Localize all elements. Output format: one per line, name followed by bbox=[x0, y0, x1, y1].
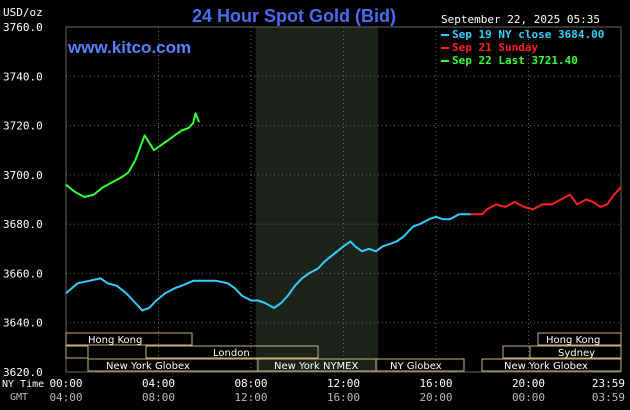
market-label: London bbox=[213, 348, 250, 359]
timestamp-label: September 22, 2025 05:35 bbox=[441, 13, 600, 26]
x-tick-label-gmt: 08:00 bbox=[142, 391, 175, 404]
x-tick-label-gmt: 16:00 bbox=[327, 391, 360, 404]
market-bar bbox=[65, 332, 193, 346]
market-bar bbox=[145, 345, 319, 359]
gmt-label: GMT bbox=[10, 392, 28, 403]
market-label: New York Globex bbox=[106, 361, 190, 372]
market-label: NY Globex bbox=[390, 361, 442, 372]
x-tick-label-ny: 08:00 bbox=[234, 377, 267, 390]
market-bar bbox=[537, 332, 622, 346]
legend-entry: Sep 19 NY close 3684.00 bbox=[452, 28, 604, 41]
x-tick-label-ny: 20:00 bbox=[512, 377, 545, 390]
x-tick-label-gmt: 03:59 bbox=[592, 391, 625, 404]
y-tick-label: 3700.0 bbox=[3, 169, 43, 182]
x-tick-label-gmt: 12:00 bbox=[234, 391, 267, 404]
y-axis-tick-labels: 3760.0 3740.0 3720.0 3700.0 3680.0 3660.0 3640… bbox=[3, 21, 43, 379]
series-line bbox=[470, 186, 622, 216]
market-label: Sydney bbox=[558, 348, 595, 359]
grid-lines bbox=[65, 26, 622, 373]
market-label: Hong Kong bbox=[546, 335, 600, 346]
site-label: www.kitco.com bbox=[67, 38, 191, 57]
x-tick-label-ny: 04:00 bbox=[142, 377, 175, 390]
y-tick-label: 3740.0 bbox=[3, 70, 43, 83]
legend-entry: Sep 21 Sunday bbox=[452, 41, 538, 54]
unit-label: USD/oz bbox=[3, 6, 43, 19]
x-tick-label-ny: 23:59 bbox=[592, 377, 625, 390]
series-line bbox=[65, 213, 471, 312]
price-series bbox=[65, 112, 622, 312]
x-tick-label-ny: 00:00 bbox=[49, 377, 82, 390]
y-tick-label: 3680.0 bbox=[3, 218, 43, 231]
x-tick-label-gmt: 00:00 bbox=[512, 391, 545, 404]
y-tick-label: 3760.0 bbox=[3, 21, 43, 34]
market-bar-stub bbox=[65, 345, 89, 359]
market-label: New York NYMEX bbox=[274, 361, 359, 372]
ny-time-label: NY Time bbox=[2, 379, 44, 390]
market-label: Hong Kong bbox=[88, 335, 142, 346]
series-line bbox=[65, 112, 200, 198]
y-tick-label: 3620.0 bbox=[3, 366, 43, 379]
legend-entry: Sep 22 Last 3721.40 bbox=[452, 54, 578, 67]
nymex-shaded-period bbox=[255, 27, 379, 372]
y-tick-label: 3640.0 bbox=[3, 317, 43, 330]
market-bar bbox=[375, 358, 465, 372]
plot-frame bbox=[65, 26, 622, 373]
x-tick-label-gmt: 04:00 bbox=[49, 391, 82, 404]
market-session-bars: Hong Kong London New York Globex New York N… bbox=[65, 332, 622, 372]
y-tick-label: 3720.0 bbox=[3, 120, 43, 133]
x-tick-label-gmt: 20:00 bbox=[419, 391, 452, 404]
market-label: New York Globex bbox=[504, 361, 588, 372]
y-tick-label: 3660.0 bbox=[3, 267, 43, 280]
market-bar-stub bbox=[502, 345, 531, 359]
x-tick-label-ny: 12:00 bbox=[327, 377, 360, 390]
chart-title: 24 Hour Spot Gold (Bid) bbox=[192, 6, 396, 26]
market-bar bbox=[481, 358, 622, 372]
x-axis-tick-labels: 00:00 04:00 08:00 12:00 16:00 20:00 23:5904:00… bbox=[49, 377, 625, 404]
x-tick-label-ny: 16:00 bbox=[419, 377, 452, 390]
